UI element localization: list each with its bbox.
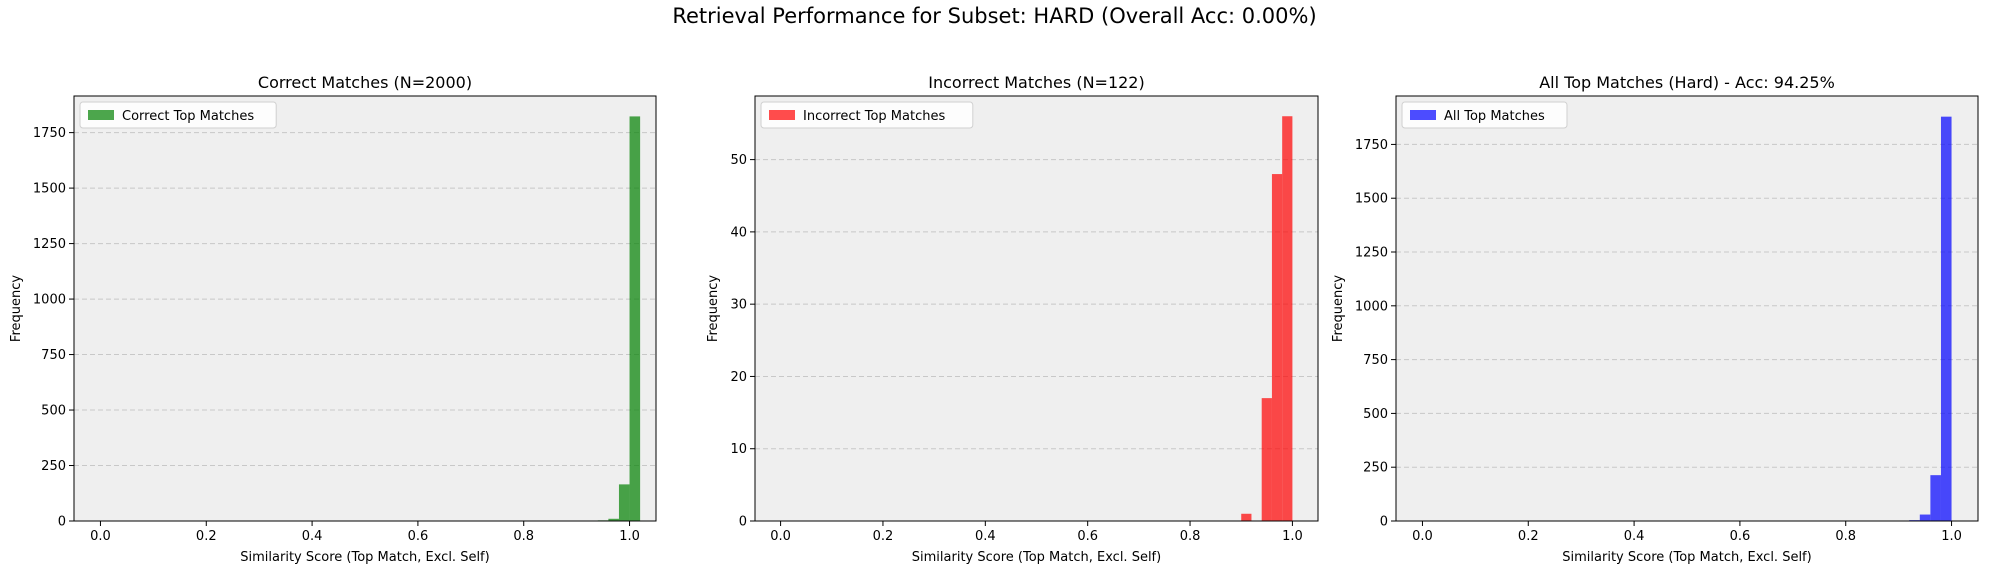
figure-suptitle: Retrieval Performance for Subset: HARD (…: [672, 4, 1317, 28]
axes-frame: [73, 95, 657, 522]
y-tick-label: 750: [41, 348, 66, 363]
legend-box: [1401, 101, 1568, 129]
x-tick-label: 0.8: [1180, 529, 1201, 544]
plot-area: [74, 96, 656, 521]
x-tick-label: 0.0: [770, 529, 791, 544]
x-axis-label: Similarity Score (Top Match, Excl. Self): [1562, 550, 1811, 565]
x-tick-label: 0.2: [873, 529, 894, 544]
legend-label: All Top Matches: [1444, 109, 1545, 124]
y-tick-label: 40: [730, 225, 747, 240]
x-tick-label: 1.0: [1282, 529, 1303, 544]
y-tick-label: 1750: [1355, 138, 1388, 153]
y-tick-label: 1750: [33, 126, 66, 141]
histogram-bar: [608, 518, 619, 521]
y-tick-label: 1000: [33, 293, 66, 308]
x-axis-label: Similarity Score (Top Match, Excl. Self): [912, 550, 1161, 565]
plot-area: [1396, 96, 1978, 521]
legend-swatch: [769, 110, 795, 120]
x-tick-label: 1.0: [1941, 529, 1962, 544]
x-tick-label: 0.8: [513, 529, 534, 544]
histogram-bar: [629, 116, 641, 521]
y-tick-label: 50: [730, 153, 747, 168]
x-tick-label: 0.6: [408, 529, 429, 544]
y-tick-label: 1500: [1355, 192, 1388, 207]
histogram-bar: [1241, 513, 1252, 521]
y-tick-label: 1250: [33, 237, 66, 252]
histogram-bar: [618, 484, 630, 521]
y-tick-label: 30: [730, 298, 747, 313]
x-tick-label: 0.4: [975, 529, 996, 544]
y-tick-label: 0: [1380, 515, 1388, 530]
y-tick-label: 20: [730, 370, 747, 385]
histogram-bar: [1930, 475, 1941, 521]
y-axis-label: Frequency: [1331, 275, 1346, 342]
x-tick-label: 0.8: [1835, 529, 1856, 544]
x-tick-label: 0.6: [1077, 529, 1098, 544]
legend-label: Incorrect Top Matches: [803, 109, 945, 124]
histogram-bar: [1919, 514, 1931, 521]
axes-frame: [754, 95, 1319, 522]
panel-title: Incorrect Matches (N=122): [928, 73, 1144, 92]
x-tick-label: 0.0: [1412, 529, 1433, 544]
legend-swatch: [1410, 110, 1436, 120]
y-tick-label: 500: [41, 404, 66, 419]
x-tick-label: 0.2: [196, 529, 217, 544]
y-tick-label: 1000: [1355, 299, 1388, 314]
x-tick-label: 0.0: [90, 529, 111, 544]
x-tick-label: 1.0: [619, 529, 640, 544]
panel-title: Correct Matches (N=2000): [258, 73, 472, 92]
y-tick-label: 1250: [1355, 246, 1388, 261]
histogram-bar: [1271, 174, 1283, 521]
x-tick-label: 0.4: [302, 529, 323, 544]
y-tick-label: 250: [41, 459, 66, 474]
y-tick-label: 1500: [33, 182, 66, 197]
histogram-bar: [1940, 116, 1952, 521]
legend-box: [79, 101, 277, 129]
y-tick-label: 250: [1363, 461, 1388, 476]
x-tick-label: 0.6: [1730, 529, 1751, 544]
x-tick-label: 0.2: [1518, 529, 1539, 544]
y-tick-label: 0: [58, 515, 66, 530]
legend-swatch: [88, 110, 114, 120]
histogram-bar: [1282, 116, 1293, 521]
legend-box: [760, 101, 974, 129]
x-axis-label: Similarity Score (Top Match, Excl. Self): [240, 550, 489, 565]
y-tick-label: 500: [1363, 407, 1388, 422]
y-tick-label: 0: [739, 515, 747, 530]
y-tick-label: 750: [1363, 353, 1388, 368]
plot-area: [755, 96, 1318, 521]
histogram-bar: [1261, 398, 1272, 521]
panel-title: All Top Matches (Hard) - Acc: 94.25%: [1539, 73, 1835, 92]
y-axis-label: Frequency: [9, 275, 24, 342]
y-tick-label: 10: [730, 442, 747, 457]
y-axis-label: Frequency: [706, 275, 721, 342]
x-tick-label: 0.4: [1624, 529, 1645, 544]
axes-frame: [1395, 95, 1979, 522]
legend-label: Correct Top Matches: [122, 109, 254, 124]
